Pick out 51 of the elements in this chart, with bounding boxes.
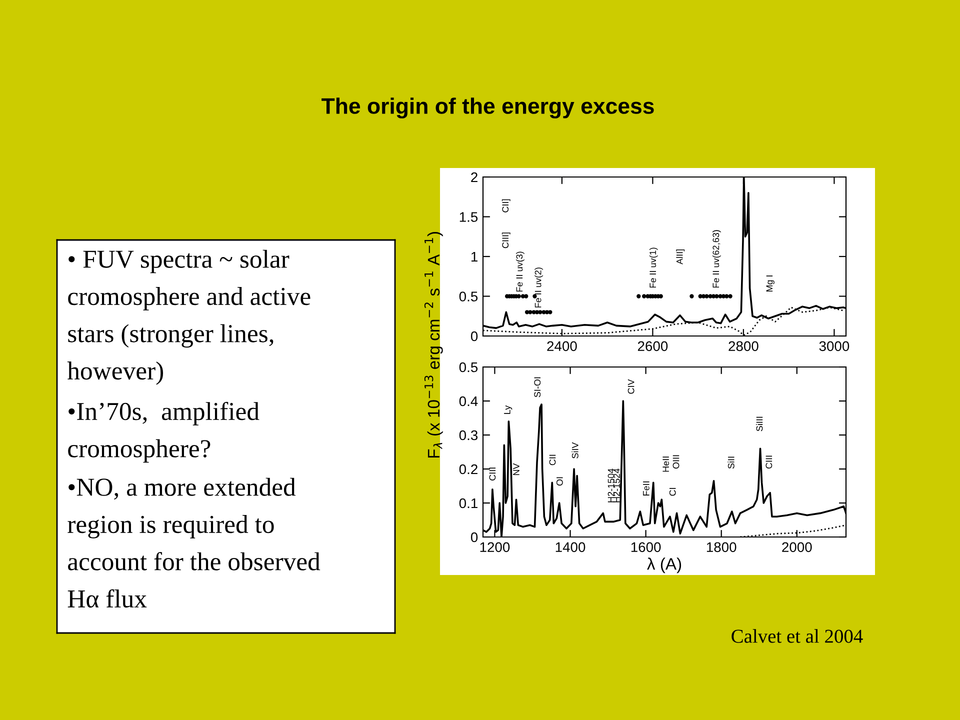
x-tick-label: 2600 [638, 341, 668, 352]
x-tick-label: 1200 [480, 542, 510, 552]
y-tick-label: 2 [471, 172, 478, 182]
y-tick-label: 1 [471, 252, 478, 262]
text: F$_{λ}$ (x 10$^{−13}$ erg cm$^{−2}$ s$^{−1}$ A$^{−1}$) [424, 232, 443, 458]
annotation: CIII [489, 468, 496, 480]
annotation: Fe II uv(1) [649, 248, 658, 288]
annotation: OIII [672, 455, 680, 469]
x-tick-label: 2400 [547, 341, 577, 352]
text: •In’70s, amplified cromosphere? [68, 402, 260, 463]
annotation: Mg I [766, 276, 774, 292]
annotation: Fe II uv(2) [534, 268, 544, 308]
y-tick-label: 0.5 [459, 362, 478, 372]
annotation: CII [549, 454, 556, 466]
x-axis-title: λ (A) [647, 558, 682, 574]
x-tick-label: 2000 [782, 542, 812, 552]
text: • FUV spectra ~ solar cromosphere and active stars (stronger lines, however) [67, 250, 310, 385]
annotation: HeII [662, 456, 669, 472]
x-tick-label: 1600 [631, 542, 661, 552]
x-tick-label: 1800 [706, 542, 736, 552]
annotation: SiII [728, 456, 734, 469]
y-tick-label: 0.3 [459, 430, 478, 440]
annotation: Ly [504, 405, 512, 414]
annotation: OI [556, 477, 563, 486]
annotation: Fe II uv(3) [516, 252, 524, 292]
annotation: CI [669, 488, 676, 496]
annotation: CIII [766, 456, 772, 469]
annotation: SI-OI [534, 377, 541, 398]
x-tick-label: 1400 [556, 542, 586, 552]
annotation: NV [513, 463, 520, 476]
annotation: CII] [502, 199, 510, 212]
annotation: SiIII [756, 416, 763, 432]
y-tick-label: 0.2 [459, 464, 478, 474]
y-tick-label: 0.4 [459, 396, 478, 406]
text: •NO, a more extended region is required to account for the observed Hα flux [68, 478, 320, 608]
y-tick-label: 0.1 [459, 498, 478, 508]
annotation: CIV [628, 379, 634, 394]
y-tick-label: 0 [470, 331, 478, 342]
text: The origin of the energy excess [322, 98, 654, 118]
annotation: Fe II uv(62,63) [712, 230, 721, 288]
annotation: SiIV [572, 442, 578, 458]
y-tick-label: 0.5 [459, 292, 478, 302]
annotation: FeII [643, 481, 650, 496]
annotation: AlII] [676, 250, 685, 264]
x-tick-label: 3000 [819, 341, 850, 352]
y-tick-label: 0 [470, 532, 478, 542]
x-tick-label: 2800 [728, 341, 758, 352]
y-tick-label: 1.5 [460, 212, 478, 222]
annotation: CIII] [502, 232, 510, 248]
annotation: H2-1504 [608, 468, 614, 502]
text: Calvet et al 2004 [732, 629, 863, 643]
